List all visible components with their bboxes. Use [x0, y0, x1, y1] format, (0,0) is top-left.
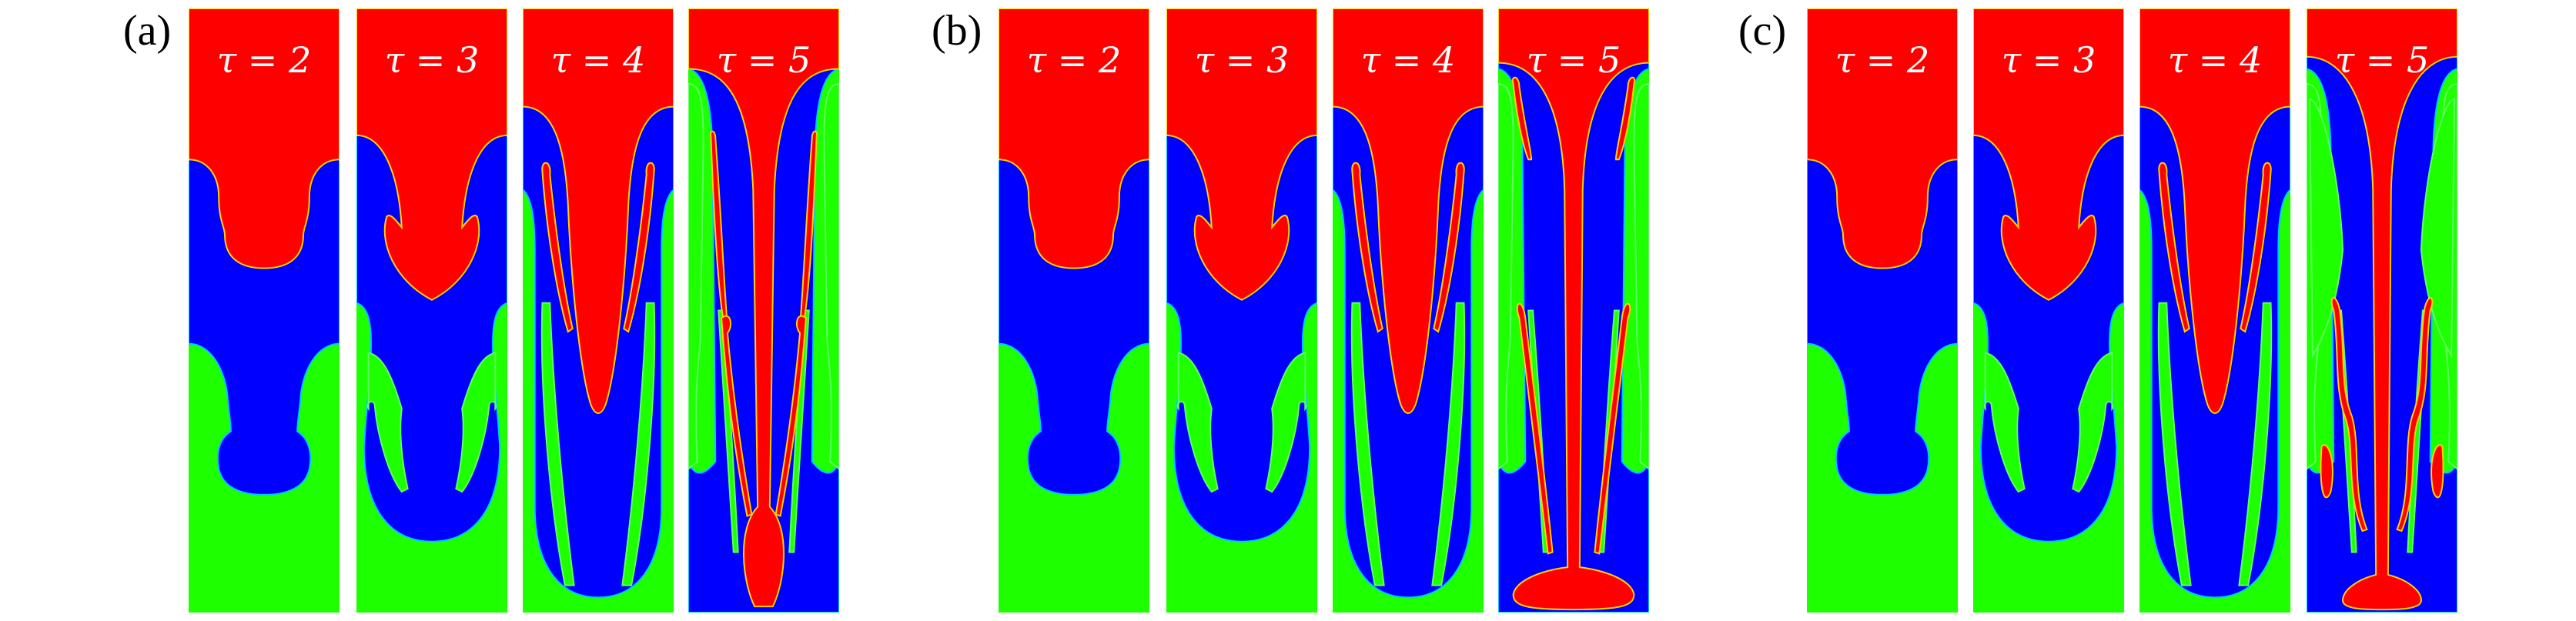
- heavy-fluid-region: [1616, 78, 1634, 160]
- fluid-field: [999, 8, 1149, 613]
- light-fluid-region: [456, 352, 496, 492]
- panel-group-label: (b): [932, 7, 982, 55]
- simulation-snapshot: τ = 5: [688, 8, 839, 613]
- heavy-fluid-region: [1333, 8, 1484, 413]
- fluid-field: [1166, 8, 1317, 613]
- panel-group-label: (a): [123, 7, 172, 55]
- heavy-fluid-region: [2307, 8, 2457, 609]
- simulation-snapshot: τ = 2: [1807, 8, 1958, 613]
- heavy-fluid-region: [2332, 298, 2367, 531]
- time-label: τ = 4: [1360, 39, 1456, 81]
- heavy-fluid-region: [2397, 298, 2433, 531]
- heavy-fluid-region: [1434, 163, 1464, 332]
- heavy-fluid-region: [1807, 8, 1958, 269]
- simulation-snapshot: τ = 3: [1973, 8, 2124, 613]
- light-fluid-region: [1498, 84, 1514, 469]
- light-fluid-region: [368, 352, 408, 492]
- light-fluid-region: [2310, 99, 2343, 356]
- heavy-fluid-region: [800, 132, 817, 327]
- light-fluid-region: [2073, 352, 2113, 492]
- fluid-field: [2307, 8, 2457, 613]
- fluid-field: [1333, 8, 1484, 613]
- heavy-fluid-region: [189, 8, 340, 269]
- time-label: τ = 4: [2167, 39, 2263, 81]
- simulation-snapshot: τ = 3: [356, 8, 507, 613]
- simulation-snapshot: τ = 5: [2307, 8, 2457, 613]
- light-fluid-region: [824, 84, 839, 469]
- fluid-field: [523, 8, 674, 613]
- time-label: τ = 3: [2001, 39, 2096, 81]
- heavy-fluid-region: [1973, 8, 2124, 300]
- heavy-fluid-region: [1166, 8, 1317, 300]
- fluid-field: [1498, 8, 1649, 613]
- fluid-field: [356, 8, 507, 613]
- heavy-fluid-region: [2431, 445, 2443, 497]
- light-fluid-region: [2239, 303, 2271, 586]
- fluid-field: [189, 8, 340, 613]
- heavy-fluid-region: [776, 316, 806, 516]
- fluid-field: [688, 8, 839, 613]
- simulation-snapshot: τ = 5: [1498, 8, 1649, 613]
- light-fluid-region: [2421, 99, 2454, 356]
- fluid-field: [1973, 8, 2124, 613]
- time-label: τ = 2: [1835, 39, 1930, 81]
- light-fluid-region: [2159, 303, 2191, 586]
- heavy-fluid-region: [999, 8, 1149, 269]
- simulation-snapshot: τ = 3: [1166, 8, 1317, 613]
- simulation-snapshot: τ = 2: [999, 8, 1149, 613]
- time-label: τ = 5: [716, 39, 811, 81]
- time-label: τ = 4: [550, 39, 646, 81]
- heavy-fluid-region: [624, 163, 654, 332]
- heavy-fluid-region: [1594, 304, 1630, 554]
- heavy-fluid-region: [1352, 163, 1382, 332]
- light-fluid-region: [1266, 352, 1306, 492]
- light-fluid-region: [688, 84, 704, 469]
- simulation-snapshot: τ = 4: [1333, 8, 1484, 613]
- heavy-fluid-region: [356, 8, 507, 300]
- time-label: τ = 2: [216, 39, 312, 81]
- fluid-field: [2139, 8, 2290, 613]
- heavy-fluid-region: [2321, 445, 2333, 497]
- time-label: τ = 2: [1026, 39, 1122, 81]
- heavy-fluid-region: [1513, 78, 1531, 160]
- heavy-fluid-region: [2159, 163, 2189, 332]
- simulation-snapshot: τ = 4: [2139, 8, 2290, 613]
- heavy-fluid-region: [542, 163, 572, 332]
- light-fluid-region: [1352, 303, 1384, 586]
- heavy-fluid-region: [1498, 8, 1649, 609]
- simulation-snapshot: τ = 4: [523, 8, 674, 613]
- heavy-fluid-region: [721, 316, 751, 516]
- light-fluid-region: [542, 303, 574, 586]
- panel-group-label: (c): [1738, 7, 1787, 55]
- heavy-fluid-region: [523, 8, 674, 413]
- heavy-fluid-region: [2240, 163, 2270, 332]
- heavy-fluid-region: [2139, 8, 2290, 413]
- time-label: τ = 5: [1526, 39, 1621, 81]
- heavy-fluid-region: [688, 8, 839, 606]
- light-fluid-region: [622, 303, 654, 586]
- light-fluid-region: [1985, 352, 2025, 492]
- time-label: τ = 3: [384, 39, 480, 81]
- time-label: τ = 5: [2334, 39, 2430, 81]
- simulation-snapshot: τ = 2: [189, 8, 340, 613]
- light-fluid-region: [1432, 303, 1464, 586]
- heavy-fluid-region: [1517, 304, 1553, 554]
- light-fluid-region: [1178, 352, 1218, 492]
- time-label: τ = 3: [1194, 39, 1290, 81]
- light-fluid-region: [1634, 84, 1649, 469]
- fluid-field: [1807, 8, 1958, 613]
- heavy-fluid-region: [711, 132, 728, 327]
